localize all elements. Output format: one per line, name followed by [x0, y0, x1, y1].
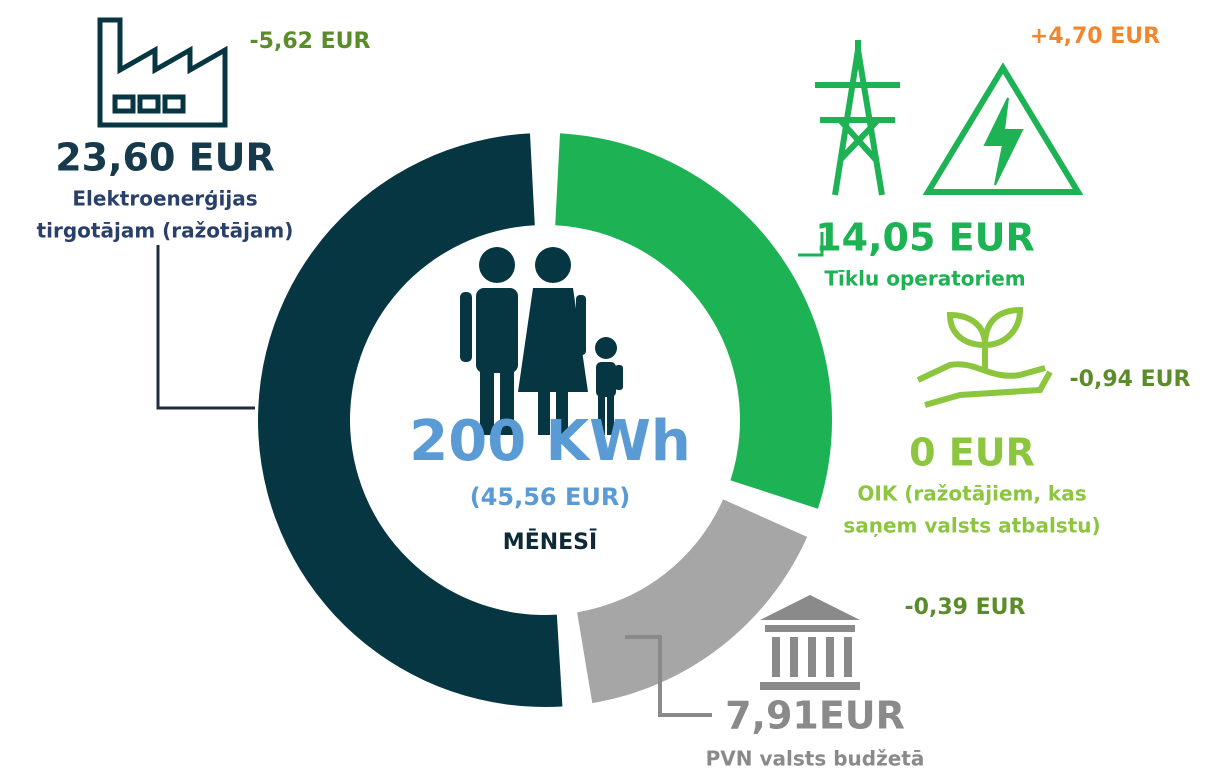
factory-icon	[97, 17, 228, 128]
donut-segment	[577, 499, 808, 704]
center-title: 200 KWh	[409, 409, 690, 474]
bank-icon	[760, 595, 860, 690]
category-label: Elektroenerģijas	[72, 187, 257, 211]
value-label: 0 EUR	[909, 431, 1035, 475]
change-label: +4,70 EUR	[1030, 24, 1160, 49]
donut-segment	[258, 133, 563, 707]
change-label: -0,39 EUR	[905, 595, 1026, 620]
donut-segment	[555, 133, 832, 509]
category-label: tirgotājam (ražotājam)	[37, 219, 294, 243]
change-label: -5,62 EUR	[250, 29, 371, 54]
value-label: 23,60 EUR	[55, 136, 275, 180]
family-icon	[460, 247, 623, 435]
value-label: 14,05 EUR	[815, 216, 1035, 260]
leader-line	[798, 232, 824, 257]
leader-line	[156, 245, 255, 410]
category-label: OIK (ražotājiem, kas	[857, 482, 1086, 506]
value-label: 7,91EUR	[725, 694, 905, 738]
category-label: saņem valsts atbalstu)	[843, 514, 1100, 538]
arcs	[258, 133, 832, 707]
power-icon	[815, 40, 1084, 196]
category-label: Tīklu operatoriem	[824, 267, 1025, 291]
center-subtitle: (45,56 EUR)	[470, 483, 631, 511]
category-label: PVN valsts budžetā	[706, 747, 925, 770]
plant-icon	[916, 306, 1053, 408]
center-caption: MĒNESĪ	[503, 529, 597, 555]
change-label: -0,94 EUR	[1070, 367, 1191, 392]
leader-line	[625, 635, 712, 717]
